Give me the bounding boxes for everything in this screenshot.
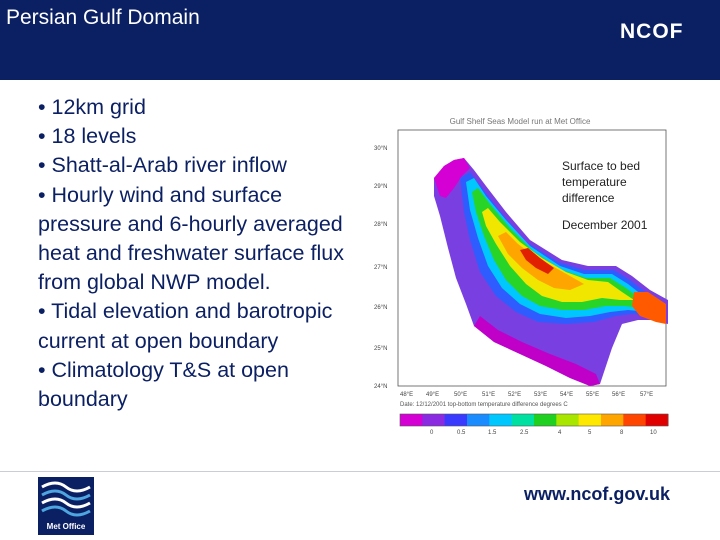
- lat-label: 30°N: [374, 146, 387, 152]
- bullet-item: • Climatology T&S at open boundary: [38, 357, 289, 412]
- page-title: Persian Gulf Domain: [6, 6, 200, 29]
- model-figure: Gulf Shelf Seas Model run at Met Office …: [370, 116, 680, 461]
- colorbar-tick: 1.5: [488, 430, 497, 436]
- bullet-item: • 18 levels: [38, 124, 137, 149]
- colorbar-swatch: [601, 414, 624, 426]
- colorbar-swatch: [400, 414, 423, 426]
- annotation-date: December 2001: [562, 218, 648, 232]
- lon-label: 54°E: [560, 392, 573, 398]
- shallow-zone: [434, 158, 470, 198]
- annotation-surface-diff: Surface to bed temperature difference: [562, 159, 641, 205]
- colorbar: [399, 413, 669, 427]
- website-url[interactable]: www.ncof.gov.uk: [524, 484, 671, 504]
- met-office-logo: Met Office: [38, 477, 94, 535]
- colorbar-swatch: [578, 414, 602, 426]
- lat-label: 25°N: [374, 346, 387, 352]
- colorbar-border: [399, 413, 669, 427]
- bullet-list: • 12km grid • 18 levels • Shatt-al-Arab …: [38, 93, 356, 414]
- lon-label: 57°E: [640, 392, 653, 398]
- lon-label: 51°E: [482, 392, 495, 398]
- bullet-item: • Shatt-al-Arab river inflow: [38, 153, 287, 178]
- colorbar-tick: 8: [620, 430, 624, 436]
- hormuz-zone: [632, 292, 666, 324]
- colorbar-swatch: [623, 414, 647, 426]
- colorbar-swatch: [556, 414, 580, 426]
- colorbar-tick: 4: [558, 430, 562, 436]
- red-zone: [520, 248, 554, 274]
- map-caption: Date: 12/12/2001 top-bottom temperature …: [400, 402, 568, 408]
- lat-label: 26°N: [374, 305, 387, 311]
- colorbar-swatch: [511, 414, 535, 426]
- footer-divider: [0, 471, 720, 472]
- lat-label: 29°N: [374, 184, 387, 190]
- colorbar-tick: 0: [430, 430, 434, 436]
- bullet-item: • Hourly wind and surface pressure and 6…: [38, 182, 344, 295]
- header-bar: Persian Gulf Domain NCOF: [0, 0, 720, 80]
- colorbar-tick: 2.5: [520, 430, 529, 436]
- green-zone: [472, 188, 658, 310]
- colorbar-swatch: [534, 414, 557, 426]
- lon-label: 49°E: [426, 392, 439, 398]
- lon-label: 53°E: [534, 392, 547, 398]
- lat-label: 27°N: [374, 265, 387, 271]
- lat-label: 28°N: [374, 222, 387, 228]
- colorbar-ticks: 0 0.5 1.5 2.5 4 5 8 10: [430, 430, 657, 436]
- colorbar-swatch: [645, 414, 669, 426]
- lon-label: 48°E: [400, 392, 413, 398]
- ncof-brand: NCOF: [620, 20, 684, 43]
- plot-title: Gulf Shelf Seas Model run at Met Office: [450, 117, 591, 126]
- bullet-item: • 12km grid: [38, 95, 146, 119]
- colorbar-tick: 10: [650, 430, 657, 436]
- shallow-zone: [474, 316, 600, 386]
- lon-label: 55°E: [586, 392, 599, 398]
- lon-label: 52°E: [508, 392, 521, 398]
- temperature-map: Gulf Shelf Seas Model run at Met Office …: [374, 117, 669, 436]
- colorbar-tick: 5: [588, 430, 592, 436]
- colorbar-swatch: [467, 414, 490, 426]
- colorbar-tick: 0.5: [457, 430, 466, 436]
- colorbar-swatch: [489, 414, 513, 426]
- lat-label: 24°N: [374, 384, 387, 390]
- lon-label: 56°E: [612, 392, 625, 398]
- colorbar-swatch: [444, 414, 468, 426]
- lon-label: 50°E: [454, 392, 467, 398]
- logo-text: Met Office: [47, 522, 86, 531]
- colorbar-swatch: [422, 414, 446, 426]
- bullet-item: • Tidal elevation and barotropic current…: [38, 299, 333, 353]
